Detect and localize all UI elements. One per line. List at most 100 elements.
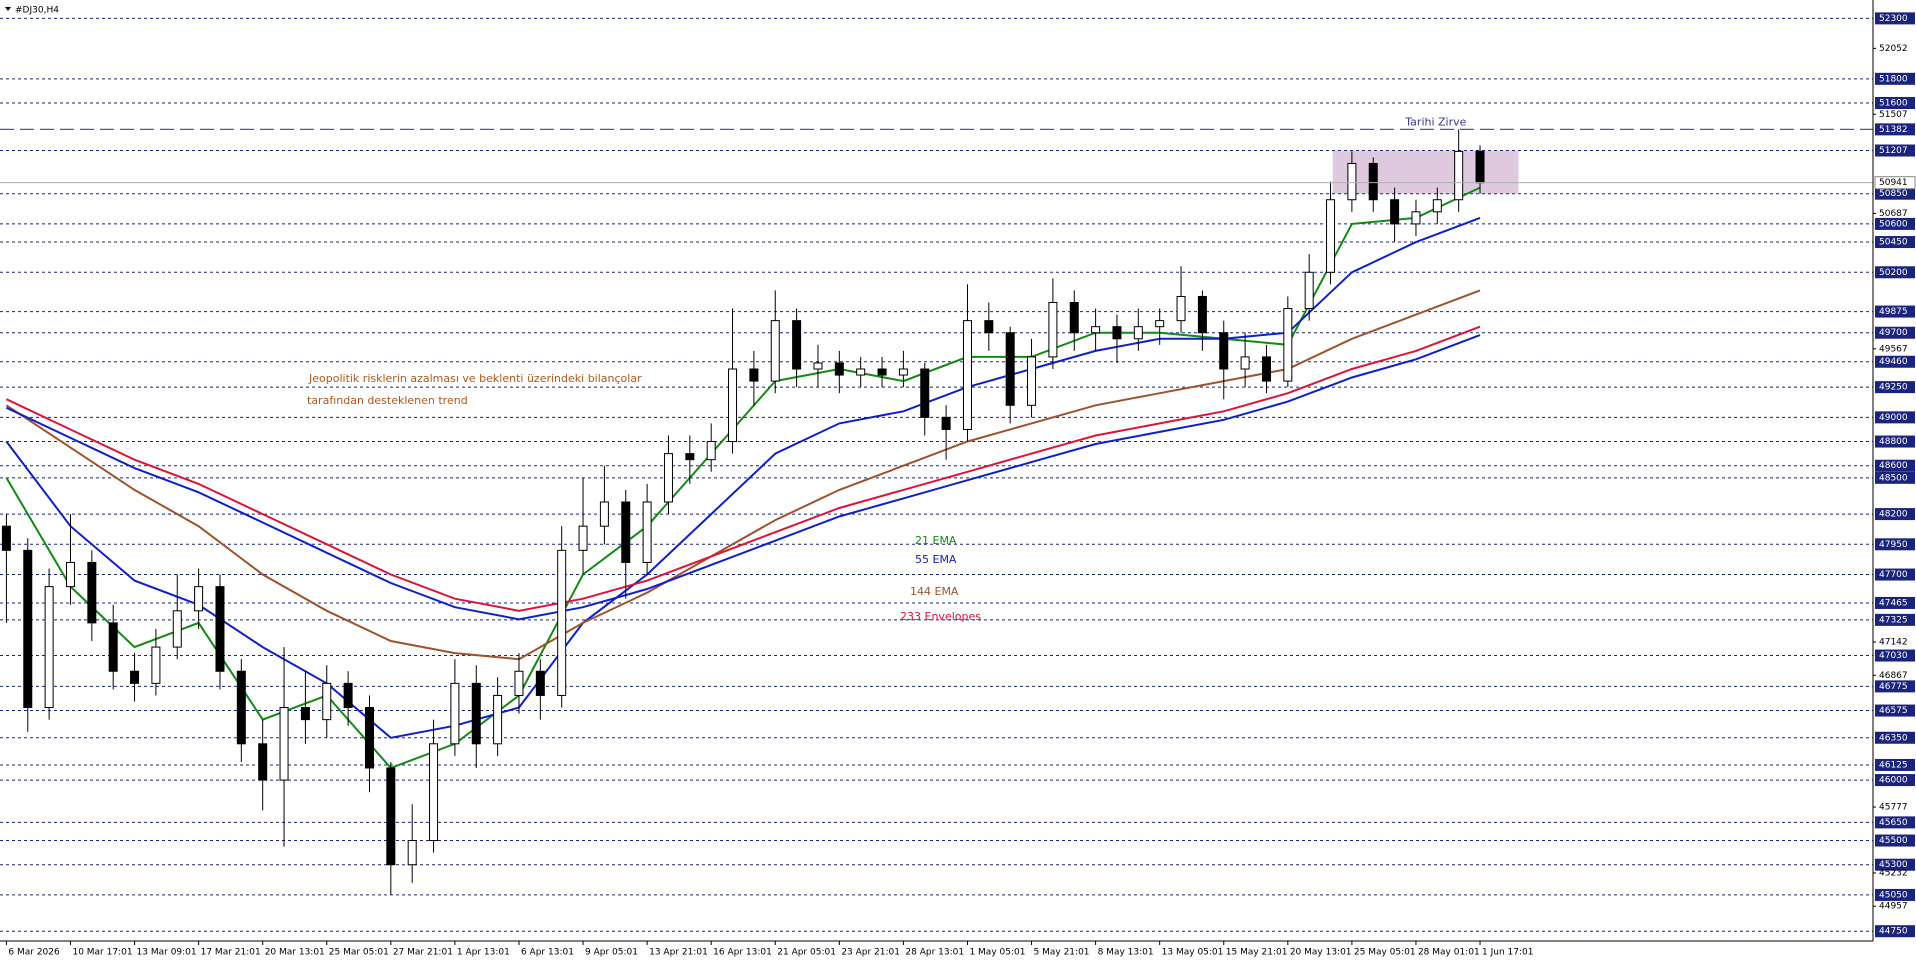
x-tick-label: 23 Apr 21:01 xyxy=(841,948,900,958)
level-label: 47700 xyxy=(1879,570,1908,580)
y-tick-label: 45232 xyxy=(1879,868,1908,878)
candle-body xyxy=(23,549,33,709)
level-label: 49000 xyxy=(1879,413,1908,423)
envelope-lower xyxy=(5,334,1481,621)
ema-line xyxy=(5,186,1481,770)
candle-body xyxy=(65,561,75,588)
x-tick-label: 13 Mar 09:01 xyxy=(137,948,197,958)
candle-body xyxy=(1240,356,1250,370)
level-label: 50200 xyxy=(1879,268,1908,278)
menu-arrow[interactable] xyxy=(5,7,11,11)
level-label: 47325 xyxy=(1879,615,1908,625)
candle-body xyxy=(599,501,609,527)
level-label-box xyxy=(1875,568,1915,581)
candle-body xyxy=(1155,320,1165,328)
candle-body xyxy=(1432,199,1442,213)
level-label: 47465 xyxy=(1879,598,1908,608)
candle-body xyxy=(642,501,652,563)
candle-body xyxy=(941,416,951,430)
series-label: 21 EMA xyxy=(915,534,957,547)
level-label: 48200 xyxy=(1879,510,1908,520)
level-label: 48800 xyxy=(1879,437,1908,447)
candle-body xyxy=(834,362,844,376)
level-label: 46125 xyxy=(1879,760,1908,770)
candle-body xyxy=(514,670,524,696)
x-tick-label: 20 May 13:01 xyxy=(1290,948,1352,958)
candle-body xyxy=(215,586,225,672)
y-tick-label: 50687 xyxy=(1879,209,1908,219)
candle-body xyxy=(322,682,332,721)
x-tick-label: 20 Mar 13:01 xyxy=(265,948,325,958)
candle-body xyxy=(450,682,460,745)
level-label-box xyxy=(1875,97,1915,110)
candle-body xyxy=(1475,150,1485,184)
level-label-box xyxy=(1875,144,1915,157)
x-tick-label: 27 Mar 21:01 xyxy=(393,948,453,958)
level-label-box xyxy=(1875,538,1915,551)
x-tick-label: 9 Apr 05:01 xyxy=(585,948,638,958)
level-label-box xyxy=(1875,471,1915,484)
level-label: 49250 xyxy=(1879,383,1908,393)
x-tick-label: 13 May 05:01 xyxy=(1162,948,1224,958)
level-label: 48600 xyxy=(1879,461,1908,471)
level-label-box xyxy=(1875,596,1915,609)
level-label-box xyxy=(1875,649,1915,662)
level-label-box xyxy=(1875,758,1915,771)
candle-body xyxy=(130,670,140,684)
level-label: 46350 xyxy=(1879,733,1908,743)
candle-body xyxy=(1390,199,1400,225)
candle-body xyxy=(236,670,246,745)
annotation: Jeopolitik risklerin azalması ve beklent… xyxy=(308,372,642,385)
x-tick-label: 15 May 21:01 xyxy=(1226,948,1288,958)
level-label-box xyxy=(1875,305,1915,318)
candle-body xyxy=(813,362,823,370)
candle-body xyxy=(621,501,631,563)
candle-body xyxy=(1219,332,1229,370)
candle-body xyxy=(898,368,908,376)
candle-body xyxy=(364,707,374,769)
candle-body xyxy=(1304,271,1314,310)
level-label: 46000 xyxy=(1879,776,1908,786)
level-label-box xyxy=(1875,12,1915,25)
candle-body xyxy=(300,707,310,721)
candle-body xyxy=(1368,162,1378,201)
level-label-box xyxy=(1875,72,1915,85)
level-label-box xyxy=(1875,355,1915,368)
y-tick-label: 47142 xyxy=(1879,638,1908,648)
y-tick-label: 51507 xyxy=(1879,110,1908,120)
candle-body xyxy=(1069,302,1079,334)
level-label: 52300 xyxy=(1879,14,1908,24)
candle-body xyxy=(728,368,738,443)
level-label-box xyxy=(1875,326,1915,339)
candle-body xyxy=(877,368,887,376)
candle-body xyxy=(1283,308,1293,382)
level-label-box xyxy=(1875,411,1915,424)
candle-body xyxy=(749,368,759,382)
candle-body xyxy=(1454,150,1464,201)
candle-body xyxy=(194,586,204,612)
candle-body xyxy=(557,549,567,696)
x-tick-label: 28 Apr 13:01 xyxy=(905,948,964,958)
candle-body xyxy=(1326,199,1336,273)
candle-body xyxy=(407,840,417,866)
candle-body xyxy=(87,561,97,624)
level-label-box xyxy=(1875,774,1915,787)
candle-body xyxy=(44,586,54,709)
candle-body xyxy=(1048,302,1058,358)
candle-body xyxy=(1176,295,1186,322)
level-label: 45500 xyxy=(1879,836,1908,846)
candle-body xyxy=(343,682,353,709)
x-tick-label: 16 Apr 13:01 xyxy=(713,948,772,958)
level-label: 49875 xyxy=(1879,307,1908,317)
candle-body xyxy=(1261,356,1271,382)
candle-body xyxy=(1,525,11,551)
level-label-box xyxy=(1875,834,1915,847)
zone xyxy=(1332,150,1519,194)
candle-body xyxy=(1027,356,1037,406)
x-tick-label: 1 May 05:01 xyxy=(969,948,1025,958)
candle-body xyxy=(1347,162,1357,201)
x-tick-label: 25 May 05:01 xyxy=(1354,948,1416,958)
ema-line xyxy=(5,325,1481,612)
